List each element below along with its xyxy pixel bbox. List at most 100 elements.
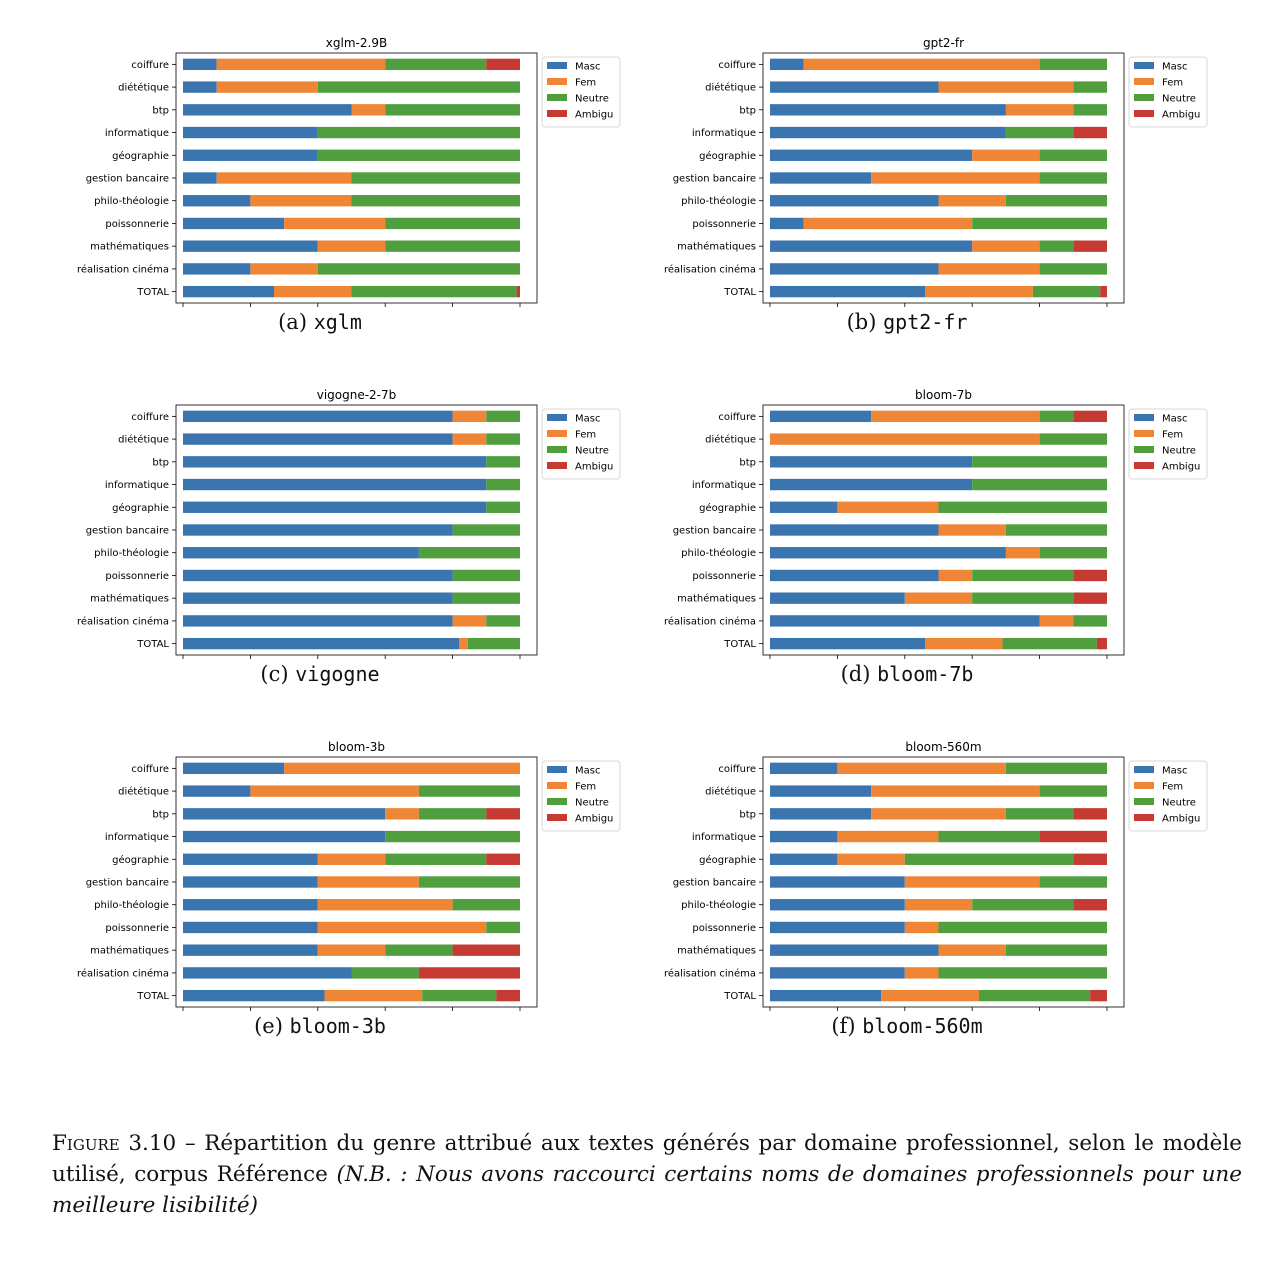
- legend-box: [1128, 408, 1208, 480]
- bar-neutre-realisation-cinema: [1039, 263, 1107, 275]
- legend-swatch-fem: [547, 782, 567, 789]
- bar-masc-gestion-bancaire: [183, 524, 453, 536]
- bar-fem-gestion-bancaire: [904, 876, 1040, 888]
- bar-neutre-geographie: [1039, 149, 1107, 161]
- bar-fem-philo-theologie: [904, 899, 973, 911]
- bar-neutre-total: [467, 637, 520, 650]
- y-tick-label: TOTAL: [136, 639, 169, 650]
- legend-swatch-fem: [1134, 782, 1154, 789]
- y-tick-label: gestion bancaire: [673, 526, 756, 537]
- bar-masc-btp: [183, 456, 487, 468]
- bar-neutre-gestion-bancaire: [418, 876, 520, 888]
- y-tick-label: géographie: [112, 150, 169, 162]
- bar-neutre-informatique: [486, 478, 520, 491]
- legend-label-ambigu: Ambigu: [1162, 814, 1200, 825]
- y-tick-label: géographie: [112, 502, 169, 514]
- bar-neutre-coiffure: [1039, 58, 1107, 71]
- bar-neutre-btp: [418, 808, 487, 820]
- subcaption-label: (f): [831, 1014, 856, 1038]
- bar-masc-poissonnerie: [183, 921, 318, 934]
- bar-fem-coiffure: [284, 762, 520, 775]
- chart-title: bloom-3b: [328, 740, 385, 754]
- figure-caption: Figure 3.10 – Répartition du genre attri…: [52, 1128, 1242, 1221]
- y-tick-label: btp: [739, 457, 756, 468]
- bar-ambigu-geographie: [486, 853, 520, 865]
- bar-masc-gestion-bancaire: [183, 172, 217, 184]
- bar-neutre-mathematiques: [972, 592, 1074, 604]
- bar-neutre-realisation-cinema: [351, 967, 419, 979]
- y-tick-label: géographie: [699, 150, 756, 162]
- bar-fem-dietetique: [250, 785, 419, 797]
- bar-fem-btp: [351, 104, 386, 116]
- y-tick-label: coiffure: [718, 60, 756, 71]
- bar-neutre-coiffure: [385, 58, 487, 71]
- bar-fem-btp: [385, 808, 419, 820]
- bar-masc-mathematiques: [183, 944, 318, 956]
- bar-ambigu-total: [516, 285, 520, 298]
- bar-masc-philo-theologie: [770, 899, 905, 911]
- chart-xglm: xglm-2.9B coiffure diététique btp informatiq…: [77, 36, 621, 307]
- y-tick-label: informatique: [105, 128, 169, 139]
- bar-fem-coiffure: [452, 410, 487, 423]
- legend-label-neutre: Neutre: [575, 446, 609, 457]
- subcaption-label: (d): [840, 662, 871, 686]
- y-tick-label: gestion bancaire: [86, 878, 169, 889]
- plot-frame: [762, 52, 1125, 304]
- y-tick-label: réalisation cinéma: [77, 967, 169, 979]
- y-tick-label: mathématiques: [677, 241, 756, 253]
- bar-masc-btp: [770, 104, 1006, 116]
- legend-box: [1128, 56, 1208, 128]
- bar-fem-poissonnerie: [938, 569, 973, 582]
- legend-label-neutre: Neutre: [575, 798, 609, 809]
- bar-fem-gestion-bancaire: [871, 172, 1040, 184]
- bar-masc-poissonnerie: [770, 569, 939, 582]
- legend-label-ambigu: Ambigu: [575, 462, 613, 473]
- bar-neutre-poissonnerie: [972, 217, 1107, 230]
- legend-swatch-neutre: [547, 94, 567, 101]
- y-tick-label: philo-théologie: [94, 195, 169, 207]
- bar-neutre-informatique: [1005, 126, 1074, 139]
- bar-fem-total: [925, 637, 1003, 650]
- bar-fem-gestion-bancaire: [317, 876, 419, 888]
- legend-label-masc: Masc: [575, 414, 600, 425]
- bar-ambigu-mathematiques: [452, 944, 520, 956]
- subcaption-model: vigogne: [295, 662, 380, 686]
- bar-neutre-poissonnerie: [938, 921, 1107, 934]
- bar-masc-philo-theologie: [183, 547, 419, 559]
- bar-neutre-poissonnerie: [486, 921, 520, 934]
- bar-fem-informatique: [837, 830, 939, 843]
- bar-masc-poissonnerie: [183, 217, 285, 230]
- legend-label-fem: Fem: [575, 78, 596, 89]
- bar-fem-dietetique: [871, 785, 1040, 797]
- subcaption-b: (b) gpt2-fr: [587, 310, 1227, 334]
- legend-box: [541, 408, 621, 480]
- y-tick-label: TOTAL: [723, 287, 756, 298]
- legend-swatch-masc: [547, 766, 567, 773]
- legend-swatch-neutre: [547, 446, 567, 453]
- bar-masc-informatique: [183, 830, 386, 843]
- bar-fem-geographie: [837, 853, 905, 865]
- bar-masc-philo-theologie: [183, 899, 318, 911]
- bar-neutre-gestion-bancaire: [351, 172, 520, 184]
- y-tick-label: réalisation cinéma: [77, 263, 169, 275]
- bar-masc-coiffure: [183, 762, 285, 775]
- bar-masc-btp: [183, 104, 352, 116]
- bar-ambigu-philo-theologie: [1073, 899, 1107, 911]
- y-tick-label: diététique: [118, 82, 169, 94]
- bar-ambigu-btp: [486, 808, 520, 820]
- bar-fem-realisation-cinema: [250, 263, 318, 275]
- bar-neutre-total: [1032, 285, 1101, 298]
- subcaption-c: (c) vigogne: [0, 662, 640, 686]
- bar-neutre-dietetique: [1073, 81, 1107, 93]
- bar-masc-geographie: [183, 853, 318, 865]
- y-tick-label: gestion bancaire: [86, 174, 169, 185]
- legend-swatch-neutre: [547, 798, 567, 805]
- figure-label: Figure 3.10: [52, 1131, 177, 1156]
- bar-masc-philo-theologie: [770, 195, 939, 207]
- legend-label-masc: Masc: [1162, 766, 1187, 777]
- y-tick-label: mathématiques: [90, 593, 169, 605]
- legend-swatch-ambigu: [1134, 110, 1154, 117]
- bar-neutre-philo-theologie: [972, 899, 1074, 911]
- bar-neutre-mathematiques: [385, 944, 453, 956]
- legend-swatch-masc: [547, 62, 567, 69]
